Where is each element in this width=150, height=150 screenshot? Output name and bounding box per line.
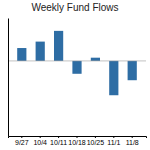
x-tick-mark bbox=[132, 136, 133, 138]
x-tick-label: 10/25 bbox=[87, 139, 105, 146]
x-tick-mark bbox=[40, 136, 41, 138]
bars bbox=[17, 31, 137, 95]
x-tick: 10/18 bbox=[68, 136, 86, 146]
x-tick-mark bbox=[21, 136, 22, 138]
x-tick-mark bbox=[95, 136, 96, 138]
x-tick-mark bbox=[58, 136, 59, 138]
y-axis bbox=[8, 19, 9, 137]
plot: 9/27 10/410/1110/1810/2511/1 11/8 bbox=[8, 19, 147, 147]
x-tick-label: 10/4 bbox=[33, 139, 47, 146]
x-tick-label: 11/8 bbox=[126, 139, 139, 146]
x-tick: 10/25 bbox=[87, 136, 105, 146]
x-tick-mark bbox=[113, 136, 114, 138]
title: Weekly Fund Flows bbox=[31, 2, 118, 13]
x-tick: 9/27 bbox=[15, 136, 29, 146]
bar bbox=[54, 31, 63, 61]
bar bbox=[36, 42, 45, 61]
y-axis-line bbox=[8, 19, 9, 137]
bar bbox=[128, 61, 137, 80]
bar bbox=[91, 58, 100, 61]
zero-line bbox=[8, 60, 146, 61]
x-axis-line bbox=[9, 137, 147, 139]
x-tick-label: 10/18 bbox=[68, 139, 86, 146]
bar bbox=[17, 48, 26, 61]
chart: Weekly Fund Flows 9/27 10/410/1110/1810/25… bbox=[0, 0, 150, 150]
x-tick: 10/4 bbox=[33, 136, 47, 146]
x-tick-label: 9/27 bbox=[15, 139, 29, 146]
x-tick-label: 10/11 bbox=[50, 139, 67, 146]
x-tick: 11/1 bbox=[107, 136, 120, 146]
x-tick-mark bbox=[77, 136, 78, 138]
bar bbox=[109, 61, 118, 95]
x-tick-label: 11/1 bbox=[107, 139, 120, 146]
x-tick: 11/8 bbox=[126, 136, 139, 146]
bar bbox=[72, 61, 81, 74]
x-axis: 9/27 10/410/1110/1810/2511/1 11/8 bbox=[9, 136, 147, 146]
x-tick: 10/11 bbox=[50, 136, 67, 146]
